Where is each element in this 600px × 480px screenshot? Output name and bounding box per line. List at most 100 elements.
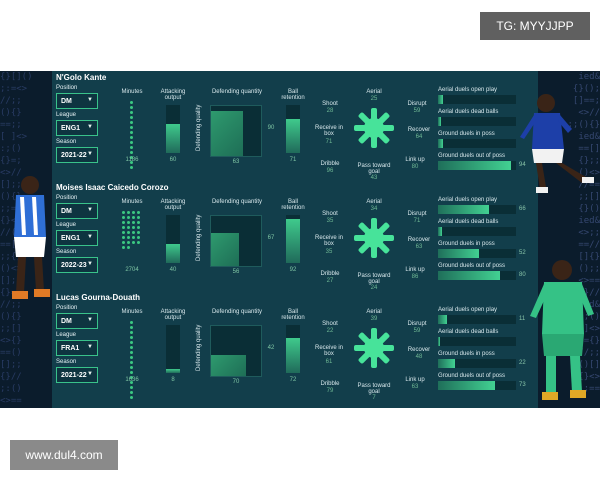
league-value: ENG1 — [61, 234, 81, 242]
defending-square-fill — [211, 111, 243, 156]
ball-retention-fill — [286, 218, 300, 263]
dribble-value: 27 — [326, 278, 334, 284]
minutes-dot — [130, 131, 133, 134]
shoot-label: Shoot — [322, 101, 338, 107]
radar-star-icon — [354, 218, 394, 258]
minutes-dot — [130, 341, 133, 344]
defending-quality-label: Defending quality — [196, 214, 202, 261]
minutes-dot — [122, 221, 125, 224]
minutes-label: Minutes — [121, 199, 143, 205]
aerial-duels-dead-balls-fill — [438, 117, 442, 126]
position-select[interactable]: DM ▼ — [56, 93, 98, 109]
chevron-down-icon: ▼ — [87, 317, 93, 323]
minutes-dot — [130, 111, 133, 114]
ground-duels-out-of-poss-label: Ground duels out of poss — [438, 153, 506, 159]
league-select[interactable]: ENG1 ▼ — [56, 120, 98, 136]
league-label: League — [56, 112, 77, 118]
receive-in-box-label: Receive in box — [314, 235, 343, 247]
disrupt-label: Disrupt — [407, 101, 427, 107]
minutes-dot — [130, 376, 133, 379]
season-select[interactable]: 2021-22 ▼ — [56, 147, 98, 163]
minutes-dot — [130, 391, 133, 394]
minutes-dot — [130, 356, 133, 359]
defending-quality-value: 90 — [267, 125, 275, 131]
minutes-dot — [132, 221, 135, 224]
minutes-dot — [127, 236, 130, 239]
ground-duels-out-of-poss-label: Ground duels out of poss — [438, 373, 506, 379]
ground-duels-in-poss-label: Ground duels in poss — [438, 131, 495, 137]
ball-retention-value: 72 — [289, 377, 297, 383]
position-value: DM — [61, 317, 72, 325]
aerial-label: Aerial — [366, 89, 382, 95]
season-label: Season — [56, 249, 77, 255]
aerial-duels-dead-balls-bar — [438, 117, 516, 126]
ground-duels-in-poss-fill — [438, 249, 479, 258]
minutes-dot — [137, 236, 140, 239]
player-photo-gourna-douath — [530, 260, 594, 400]
minutes-dot — [130, 396, 133, 399]
minutes-dot — [122, 236, 125, 239]
player-photo-kante — [520, 94, 594, 193]
aerial-duels-open-play-fill — [438, 205, 490, 214]
minutes-dot — [130, 336, 133, 339]
aerial-duels-open-play-label: Aerial duels open play — [438, 307, 498, 313]
minutes-dot — [130, 321, 133, 324]
aerial-value: 25 — [370, 96, 378, 102]
season-value: 2021-22 — [61, 151, 87, 159]
league-label: League — [56, 332, 77, 338]
aerial-duels-dead-balls-label: Aerial duels dead balls — [438, 329, 499, 335]
aerial-value: 34 — [370, 206, 378, 212]
attacking-output-label: Attacking output — [160, 199, 186, 211]
ball-retention-label: Ball retention — [281, 89, 305, 101]
ground-duels-out-of-poss-bar — [438, 381, 516, 390]
season-select[interactable]: 2021-22 ▼ — [56, 367, 98, 383]
chevron-down-icon: ▼ — [87, 207, 93, 213]
radar-star-icon — [354, 328, 394, 368]
receive-in-box-value: 35 — [325, 249, 333, 255]
minutes-dot — [130, 161, 133, 164]
minutes-dot — [130, 101, 133, 104]
attacking-output-label: Attacking output — [160, 309, 186, 321]
ground-duels-out-of-poss-fill — [438, 271, 501, 280]
position-value: DM — [61, 97, 72, 105]
league-select[interactable]: ENG1 ▼ — [56, 230, 98, 246]
attacking-output-fill — [166, 369, 180, 373]
link-up-label: Link up — [405, 267, 425, 273]
position-label: Position — [56, 195, 78, 201]
link-up-value: 86 — [411, 274, 419, 280]
league-select[interactable]: FRA1 ▼ — [56, 340, 98, 356]
player-row: Moises Isaac Caicedo Corozo Position DM ▼ Le… — [52, 181, 538, 291]
disrupt-label: Disrupt — [407, 321, 427, 327]
chevron-down-icon: ▼ — [87, 344, 93, 350]
receive-in-box-label: Receive in box — [314, 125, 343, 137]
aerial-duels-open-play-label: Aerial duels open play — [438, 197, 498, 203]
minutes-dot — [137, 211, 140, 214]
minutes-dot — [130, 151, 133, 154]
minutes-dot — [127, 221, 130, 224]
minutes-dot — [137, 241, 140, 244]
disrupt-value: 59 — [413, 108, 421, 114]
position-select[interactable]: DM ▼ — [56, 203, 98, 219]
season-label: Season — [56, 359, 77, 365]
minutes-dot — [127, 241, 130, 244]
aerial-label: Aerial — [366, 199, 382, 205]
minutes-dot — [130, 381, 133, 384]
aerial-label: Aerial — [366, 309, 382, 315]
aerial-duels-dead-balls-bar — [438, 227, 516, 236]
ball-retention-fill — [286, 118, 300, 153]
ground-duels-in-poss-bar — [438, 249, 516, 258]
aerial-duels-open-play-bar — [438, 205, 516, 214]
minutes-dot — [122, 226, 125, 229]
minutes-dot — [130, 156, 133, 159]
ground-duels-out-of-poss-value: 80 — [519, 272, 526, 278]
minutes-dot — [122, 211, 125, 214]
chevron-down-icon: ▼ — [87, 261, 93, 267]
position-select[interactable]: DM ▼ — [56, 313, 98, 329]
chevron-down-icon: ▼ — [87, 151, 93, 157]
disrupt-value: 71 — [413, 218, 421, 224]
season-value: 2021-22 — [61, 371, 87, 379]
minutes-value: 2704 — [125, 267, 139, 273]
pass-toward-goal-value: 7 — [372, 395, 376, 401]
season-select[interactable]: 2022-23 ▼ — [56, 257, 98, 273]
ball-retention-bar — [286, 215, 300, 263]
